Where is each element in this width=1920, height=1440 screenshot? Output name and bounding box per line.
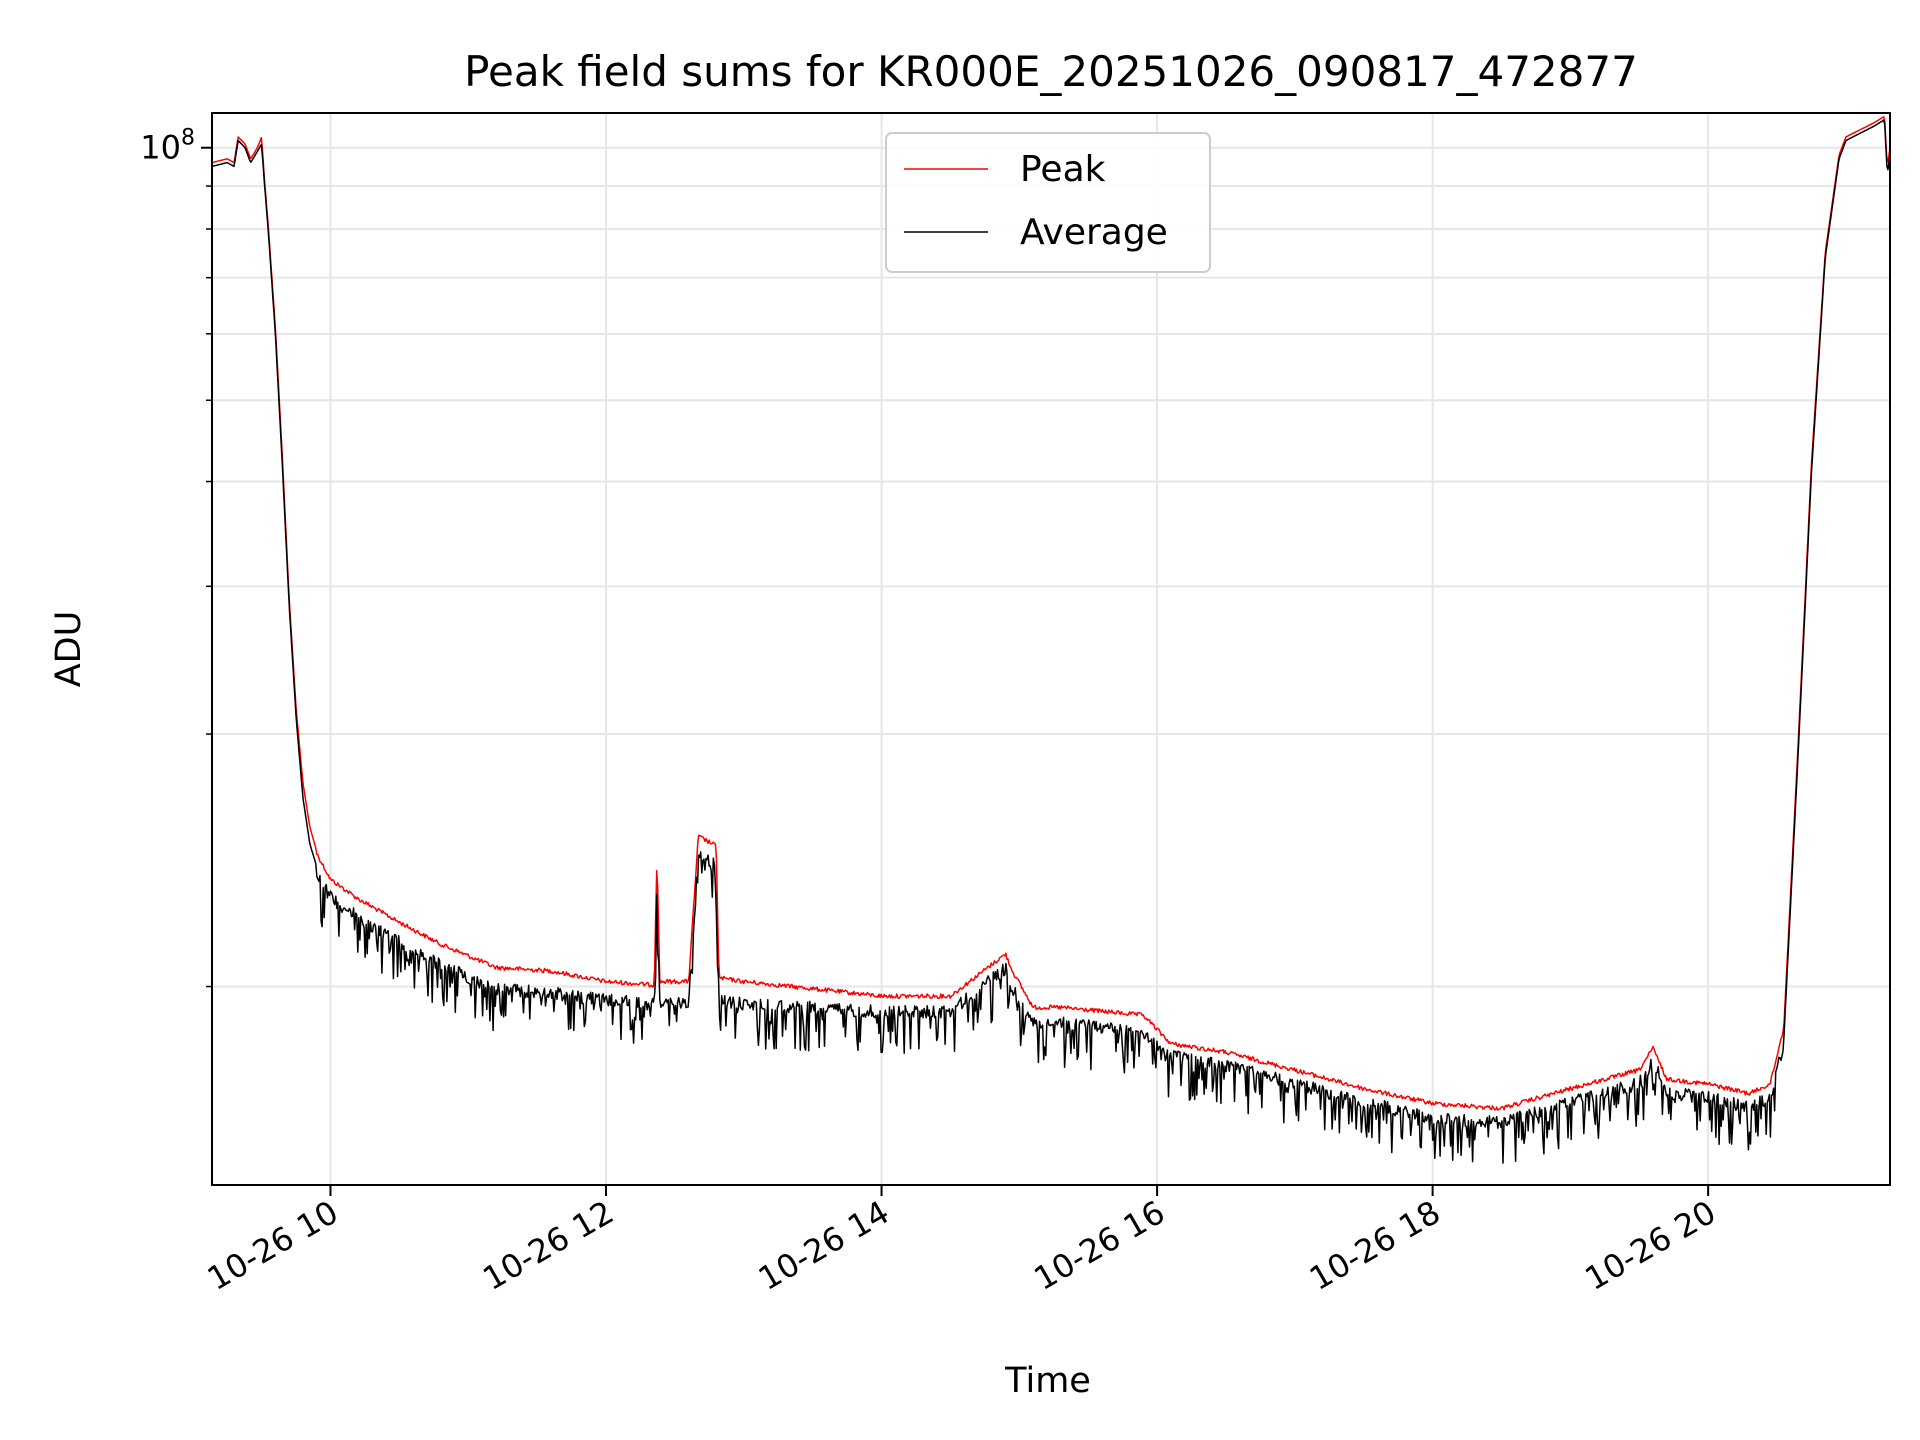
- series-average-line: [211, 119, 1891, 1164]
- series-peak-line: [211, 116, 1891, 1111]
- plot-frame: [211, 112, 1891, 1186]
- x-axis-label: Time: [1004, 1361, 1091, 1401]
- chart-title: Peak field sums for KR000E_20251026_0908…: [464, 47, 1638, 96]
- legend-label-peak: Peak: [1020, 149, 1106, 190]
- legend-label-average: Average: [1020, 212, 1168, 253]
- legend: Peak Average: [885, 132, 1211, 273]
- series-layer: [211, 116, 1891, 1164]
- y-axis-label: ADU: [49, 611, 89, 688]
- y-tick-label: 108: [140, 126, 195, 167]
- legend-box: [885, 132, 1211, 273]
